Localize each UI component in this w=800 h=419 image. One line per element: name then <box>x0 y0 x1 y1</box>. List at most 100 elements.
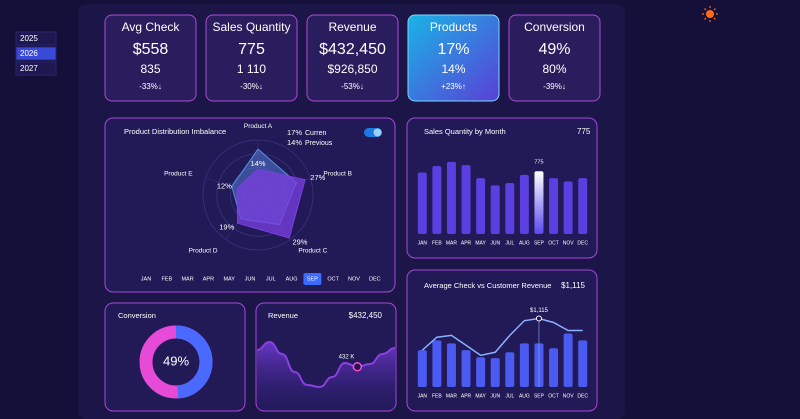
x-tick-label: OCT <box>548 393 559 399</box>
bar <box>417 350 427 387</box>
kpi-previous: $926,850 <box>327 62 377 76</box>
month-label: OCT <box>327 276 339 282</box>
bar <box>563 333 573 387</box>
toggle-switch[interactable] <box>364 128 382 137</box>
bar <box>490 358 500 387</box>
data-label: 29% <box>292 237 307 246</box>
kpi-card <box>508 14 601 102</box>
year-label: 2026 <box>20 49 38 58</box>
x-tick-label: FEB <box>432 240 442 246</box>
x-tick-label: MAR <box>446 240 458 246</box>
category-label: Product E <box>164 170 193 177</box>
kpi-card <box>104 14 197 102</box>
kpi-value: 49% <box>538 41 570 58</box>
kpi-title: Revenue <box>328 20 376 34</box>
kpi-previous: 14% <box>441 62 465 76</box>
bar <box>461 350 471 387</box>
x-tick-label: AUG <box>519 240 530 246</box>
x-tick-label: MAY <box>475 393 486 399</box>
legend-value: 14% <box>287 138 302 147</box>
kpi-change: -39%↓ <box>543 82 566 91</box>
year-selector <box>15 31 57 76</box>
year-button[interactable] <box>15 31 57 46</box>
sun-icon <box>702 6 718 22</box>
month-label: MAY <box>223 276 235 282</box>
month-label: FEB <box>161 276 172 282</box>
data-label: $1,115 <box>530 308 549 314</box>
chart-title: Revenue <box>268 311 298 320</box>
chart-title: Sales Quantity by Month <box>424 127 506 136</box>
marker <box>535 315 542 322</box>
header-value: $1,115 <box>561 281 585 290</box>
bar <box>446 161 456 234</box>
data-label: 14% <box>250 159 265 168</box>
chart-title: Average Check vs Customer Revenue <box>424 281 551 290</box>
kpi-cards <box>104 14 601 102</box>
category-label: Product B <box>323 170 352 177</box>
bar <box>505 182 515 234</box>
x-tick-label: SEP <box>534 240 545 246</box>
bar <box>461 165 471 234</box>
bar <box>519 174 529 234</box>
month-label: JUN <box>245 276 256 282</box>
bar <box>578 340 588 387</box>
data-label: 775 <box>534 160 543 166</box>
data-label: 12% <box>217 181 232 190</box>
kpi-value: 775 <box>238 41 265 58</box>
bar <box>432 340 442 387</box>
kpi-title: Products <box>430 20 477 34</box>
bar <box>432 165 442 234</box>
legend-label: Previous <box>305 140 333 147</box>
x-tick-label: JUL <box>505 393 514 399</box>
kpi-title: Sales Quantity <box>212 20 290 34</box>
bar <box>563 181 573 234</box>
data-label: 19% <box>219 223 234 232</box>
bar <box>519 343 529 387</box>
month-selected[interactable] <box>303 273 322 285</box>
x-tick-label: NOV <box>563 240 575 246</box>
area <box>257 342 395 410</box>
x-tick-label: NOV <box>563 393 575 399</box>
bar <box>505 352 515 387</box>
panel <box>104 302 246 412</box>
x-tick-label: APR <box>461 240 472 246</box>
line <box>256 340 396 389</box>
legend-value: 17% <box>287 128 302 137</box>
data-label: 432 K <box>339 354 355 360</box>
kpi-value: 17% <box>437 41 469 58</box>
x-tick-label: FEB <box>432 393 442 399</box>
line <box>421 317 583 357</box>
bar <box>446 343 456 387</box>
kpi-card <box>306 14 399 102</box>
data-label: 27% <box>310 173 325 182</box>
kpi-change: -53%↓ <box>341 82 364 91</box>
bar <box>549 178 559 234</box>
x-tick-label: MAY <box>475 240 486 246</box>
category-label: Product D <box>189 247 218 254</box>
month-label: AUG <box>286 276 298 282</box>
kpi-previous: 1 110 <box>237 62 266 76</box>
x-tick-label: APR <box>461 393 472 399</box>
month-label: JAN <box>141 276 151 282</box>
donut-arc <box>175 325 213 399</box>
bar <box>417 172 427 234</box>
kpi-change: +23%↑ <box>441 82 466 91</box>
month-label: NOV <box>348 276 360 282</box>
radar-area <box>236 168 306 239</box>
year-button[interactable] <box>15 61 57 76</box>
bar <box>578 178 588 234</box>
x-tick-label: JUL <box>505 240 514 246</box>
kpi-change: -30%↓ <box>240 82 263 91</box>
year-button[interactable] <box>15 46 57 61</box>
kpi-value: $558 <box>133 41 169 58</box>
x-tick-label: DEC <box>577 240 588 246</box>
x-tick-label: SEP <box>534 393 545 399</box>
x-tick-label: JUN <box>490 240 500 246</box>
month-label: APR <box>203 276 214 282</box>
kpi-title: Conversion <box>524 20 585 34</box>
year-label: 2025 <box>20 34 38 43</box>
x-tick-label: JAN <box>418 393 428 399</box>
month-label: JUL <box>266 276 276 282</box>
